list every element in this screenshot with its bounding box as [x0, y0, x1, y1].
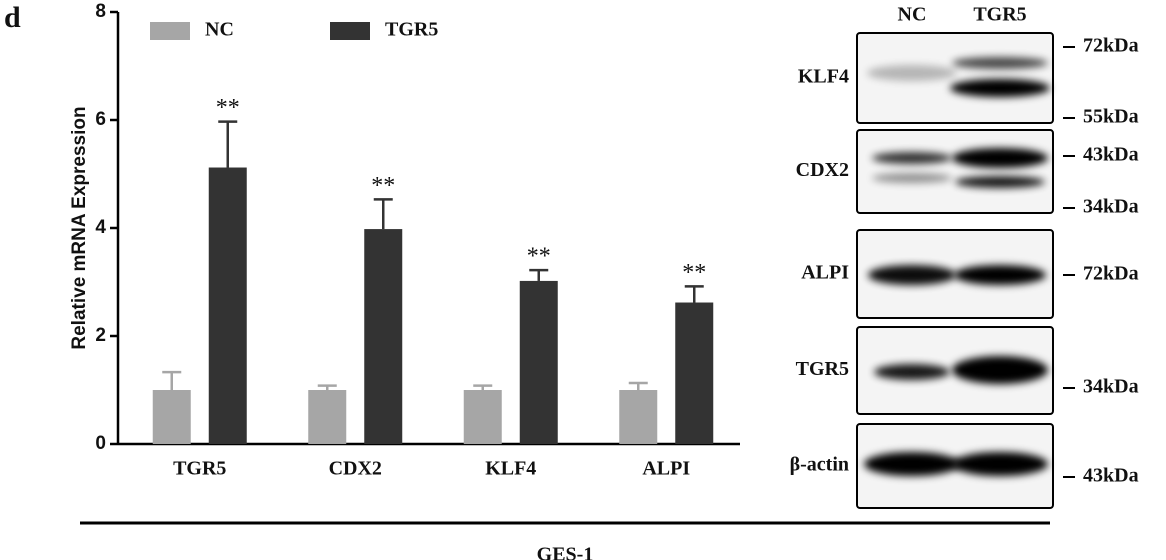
blot-band: [954, 265, 1046, 285]
marker-label: 34kDa: [1083, 376, 1139, 398]
x-tick-label: CDX2: [329, 458, 382, 480]
y-tick-label: 4: [95, 217, 106, 238]
row-label: ALPI: [801, 262, 849, 284]
x-tick-label: KLF4: [485, 458, 536, 480]
legend-label: NC: [205, 19, 234, 41]
blot-band: [950, 79, 1050, 97]
blot-band: [952, 57, 1048, 69]
y-axis-title: Relative mRNA Expression: [69, 106, 90, 349]
blot-band: [872, 173, 952, 183]
row-label: β-actin: [790, 454, 849, 476]
lane-label: NC: [898, 4, 927, 26]
error-bar: [628, 381, 648, 390]
y-tick-label: 8: [95, 1, 106, 22]
error-bar: [473, 384, 493, 390]
bar: [519, 280, 558, 444]
marker-label: 55kDa: [1083, 106, 1139, 128]
blot-band: [952, 356, 1048, 384]
legend-label: TGR5: [385, 19, 438, 41]
marker-label: 72kDa: [1083, 35, 1139, 57]
bar: [463, 390, 502, 444]
blot-band: [867, 65, 957, 81]
significance-label: **: [682, 260, 706, 286]
error-bar: [529, 268, 549, 281]
blot-frame: [856, 32, 1054, 124]
blot-band: [864, 452, 960, 476]
significance-label: **: [216, 95, 240, 121]
significance-label: **: [371, 173, 395, 199]
footer-label: GES-1: [537, 544, 594, 560]
blot-band: [955, 176, 1045, 188]
bar: [675, 302, 714, 444]
marker-label: 43kDa: [1083, 144, 1139, 166]
blot-band: [952, 452, 1048, 476]
marker-label: 34kDa: [1083, 196, 1139, 218]
blot-band: [872, 152, 952, 164]
bar: [152, 390, 191, 444]
legend-swatch: [150, 22, 190, 40]
marker-label: 43kDa: [1083, 465, 1139, 487]
panel-label: d: [4, 1, 21, 34]
error-bar: [317, 384, 337, 390]
marker-label: 72kDa: [1083, 263, 1139, 285]
x-tick-label: TGR5: [173, 458, 226, 480]
x-tick-label: ALPI: [642, 458, 690, 480]
row-label: CDX2: [796, 159, 849, 181]
error-bar: [218, 120, 238, 168]
bar: [619, 390, 658, 444]
error-bar: [162, 370, 182, 390]
error-bar: [684, 285, 704, 303]
blot-frame: [856, 129, 1054, 214]
blot-band: [874, 364, 950, 380]
y-tick-label: 0: [95, 433, 106, 454]
blot-band: [868, 265, 956, 285]
significance-label: **: [527, 244, 551, 270]
y-tick-label: 6: [95, 109, 106, 130]
legend-swatch: [330, 22, 370, 40]
bar: [364, 229, 403, 444]
row-label: KLF4: [798, 66, 849, 88]
bar: [308, 390, 347, 444]
y-tick-label: 2: [95, 325, 106, 346]
row-label: TGR5: [796, 358, 849, 380]
bar: [208, 167, 247, 444]
error-bar: [373, 198, 393, 230]
lane-label: TGR5: [973, 4, 1026, 26]
blot-band: [952, 148, 1048, 168]
